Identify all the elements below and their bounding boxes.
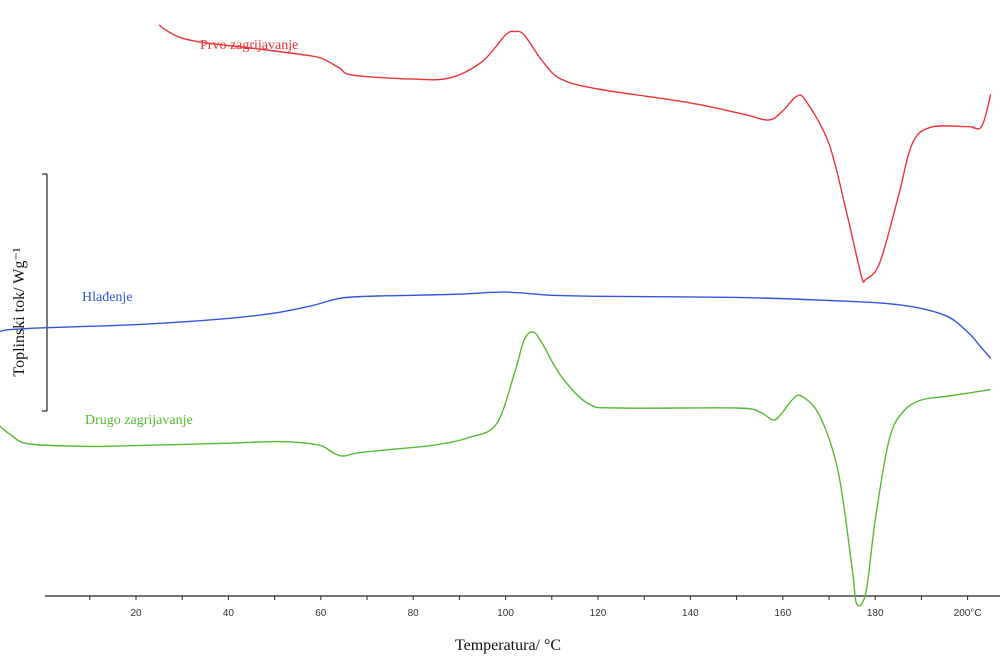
x-tick-label: 120	[590, 608, 607, 619]
x-tick-label: 180	[867, 608, 884, 619]
series-line	[158, 24, 992, 283]
series-line	[0, 291, 992, 359]
x-axis-tick-labels: 20 40 60 80 100 120 140 160 180 200°C	[130, 608, 981, 619]
series-label-drugo: Drugo zagrijavanje	[85, 413, 193, 428]
y-axis-title: Toplinski tok/ Wg⁻¹	[11, 247, 28, 376]
x-tick-label: 60	[315, 608, 327, 619]
x-tick-label: 160	[774, 608, 791, 619]
x-axis-title: Temperatura/ °C	[455, 637, 561, 654]
x-tick-label: 80	[408, 608, 420, 619]
x-axis-ticks	[89, 596, 969, 600]
series-label-prvo: Prvo zagrijavanje	[200, 38, 298, 53]
x-tick-label: 20	[130, 608, 142, 619]
series-line	[0, 331, 991, 607]
x-tick-label: 100	[497, 608, 514, 619]
series-label-hladenje: Hlađenje	[82, 290, 133, 305]
x-tick-label: 200°C	[954, 608, 982, 619]
x-tick-label: 140	[682, 608, 699, 619]
x-tick-label: 40	[223, 608, 235, 619]
series-curves	[0, 24, 992, 607]
